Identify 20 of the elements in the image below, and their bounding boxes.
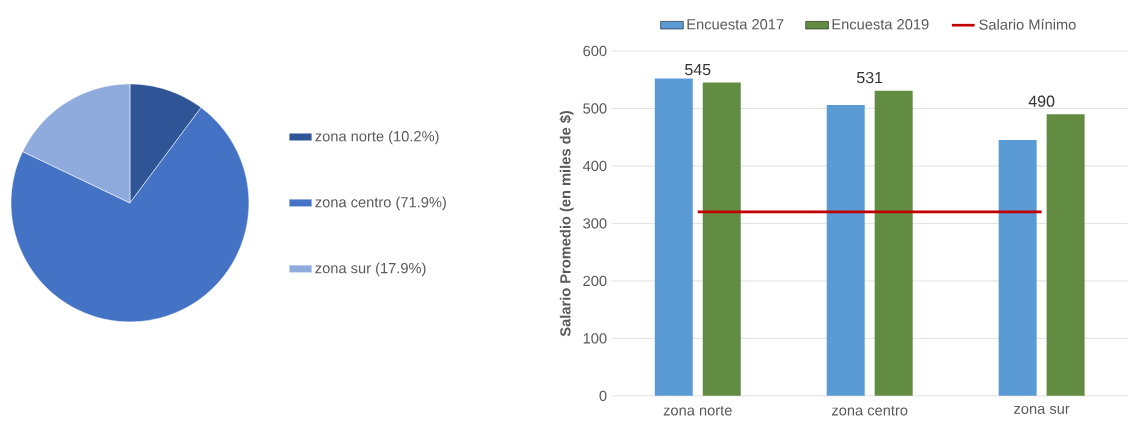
legend-label: zona sur (17.9%) [315, 262, 426, 277]
legend-label: zona norte (10.2%) [315, 130, 439, 145]
x-tick-label: zona norte [663, 405, 732, 416]
data-label: 490 [1028, 95, 1055, 107]
y-tick-label: 300 [583, 218, 607, 229]
y-tick-label: 400 [582, 160, 607, 172]
y-tick-label: 500 [583, 103, 607, 114]
legend-label: Salario Mínimo [979, 18, 1076, 30]
y-axis-title: Salario Promedio (en miles de $) [559, 110, 574, 337]
legend-label: zona centro (71.9%) [315, 196, 446, 211]
y-tick-label: 100 [583, 333, 607, 344]
x-tick-label: zona centro [831, 405, 908, 416]
data-label: 531 [857, 72, 883, 84]
y-tick-label: 0 [599, 390, 607, 402]
legend-label: Encuesta 2019 [832, 19, 929, 30]
legend-label: Encuesta 2017 [687, 19, 784, 30]
y-tick-label: 600 [583, 45, 607, 57]
y-tick-label: 200 [583, 275, 607, 287]
x-tick-label: zona sur [1014, 405, 1070, 415]
data-label: 545 [685, 64, 711, 76]
